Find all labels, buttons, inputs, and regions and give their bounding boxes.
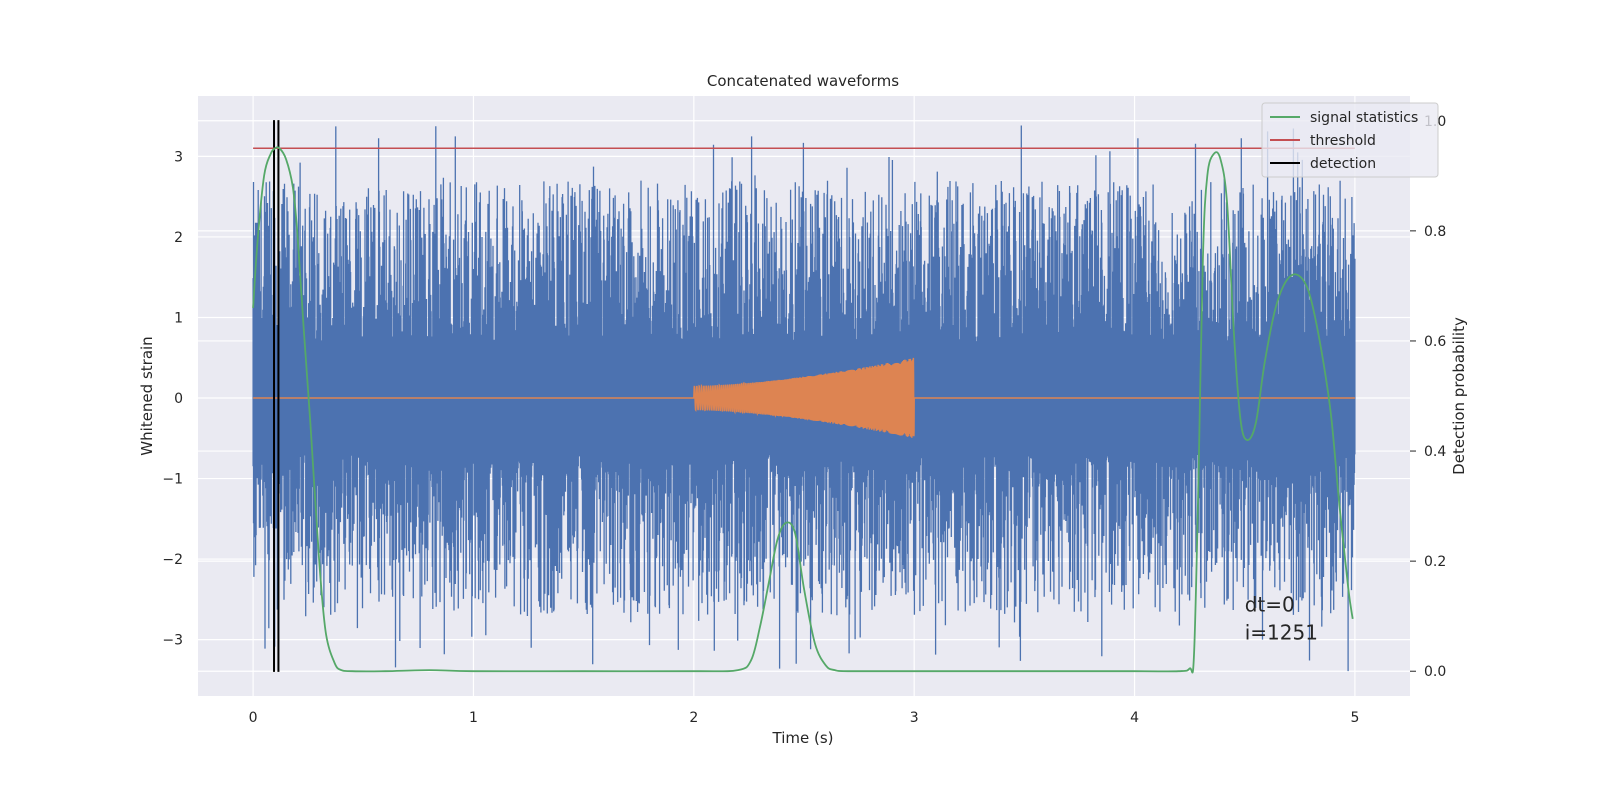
legend: signal statistics threshold detection bbox=[1261, 102, 1439, 178]
y-tick-label: 0 bbox=[174, 391, 183, 407]
x-tick-label: 5 bbox=[1350, 710, 1359, 726]
signal-statistics-line bbox=[252, 146, 1354, 674]
y2-tick-label: 0.6 bbox=[1424, 334, 1446, 350]
legend-label: detection bbox=[1310, 156, 1376, 172]
y2-tick-label: 0.8 bbox=[1424, 224, 1446, 240]
y-axis-label: Whitened strain bbox=[138, 336, 156, 455]
y-tick-label: −3 bbox=[162, 633, 183, 649]
y2-tick-label: 0.2 bbox=[1424, 554, 1446, 570]
waveform-series bbox=[253, 357, 1355, 438]
x-axis: 0 1 2 3 4 5 bbox=[249, 710, 1360, 726]
annotations: dt=0 i=1251 bbox=[1245, 592, 1318, 644]
annotation-text: dt=0 bbox=[1245, 592, 1295, 616]
plot-area bbox=[252, 120, 1356, 674]
y-tick-label: 2 bbox=[174, 230, 183, 246]
legend-box bbox=[1261, 102, 1439, 178]
detection-series bbox=[273, 120, 280, 672]
y-tick-label: −2 bbox=[162, 552, 183, 568]
y-tick-label: 1 bbox=[174, 310, 183, 326]
x-axis-label: Time (s) bbox=[772, 729, 834, 747]
x-tick-label: 3 bbox=[910, 710, 919, 726]
chart-title: Concatenated waveforms bbox=[707, 72, 899, 90]
y2-tick-label: 0.4 bbox=[1424, 444, 1446, 460]
y-tick-label: 3 bbox=[174, 149, 183, 165]
signal-statistics-series bbox=[252, 146, 1354, 674]
y2-tick-label: 0.0 bbox=[1424, 664, 1446, 680]
y2-axis-label: Detection probability bbox=[1450, 317, 1468, 475]
x-tick-label: 2 bbox=[689, 710, 698, 726]
x-tick-label: 1 bbox=[469, 710, 478, 726]
x-tick-label: 0 bbox=[249, 710, 258, 726]
annotation-text: i=1251 bbox=[1245, 621, 1318, 645]
legend-label: signal statistics bbox=[1310, 110, 1418, 126]
y2-axis: 0.00.20.40.60.81.0 bbox=[1410, 114, 1446, 680]
waveform-chirp bbox=[693, 357, 915, 438]
y-axis: −3 −2 −1 0 1 2 3 bbox=[162, 149, 183, 648]
x-tick-label: 4 bbox=[1130, 710, 1139, 726]
y-tick-label: −1 bbox=[162, 472, 183, 488]
legend-label: threshold bbox=[1310, 133, 1376, 149]
